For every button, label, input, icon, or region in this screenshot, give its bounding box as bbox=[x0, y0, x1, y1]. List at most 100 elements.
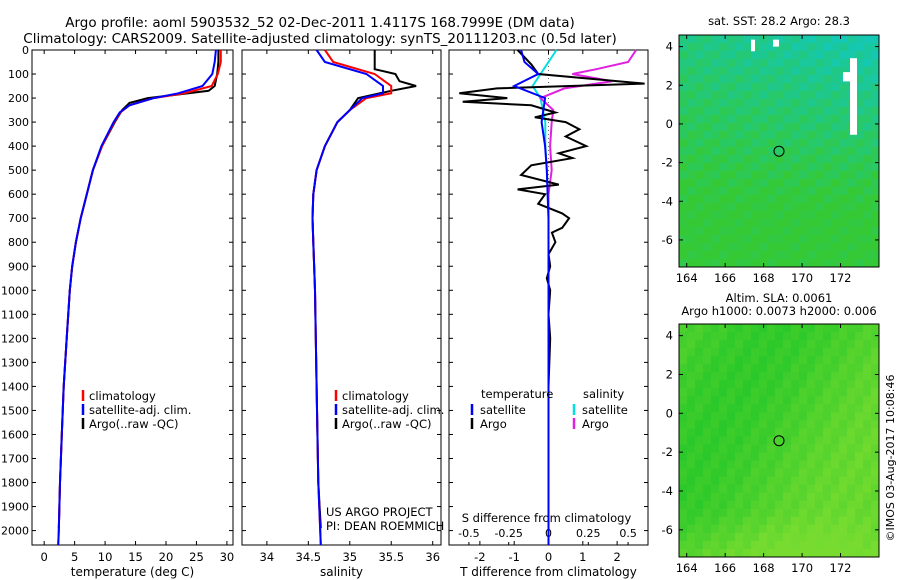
map-cell bbox=[711, 243, 720, 252]
map-cell bbox=[799, 195, 808, 204]
map-cell bbox=[679, 388, 688, 397]
map-cell bbox=[823, 524, 832, 534]
map-cell bbox=[799, 179, 808, 188]
map-cell bbox=[791, 348, 800, 357]
map-cell bbox=[719, 35, 728, 44]
map-cell bbox=[855, 540, 864, 550]
map-cell bbox=[687, 420, 696, 429]
map-cell bbox=[799, 211, 808, 220]
map-cell bbox=[807, 436, 816, 445]
cloud-gap bbox=[850, 58, 857, 135]
map-cell bbox=[823, 396, 832, 405]
map-cell bbox=[679, 251, 688, 260]
map-cell bbox=[775, 203, 784, 212]
map-cell bbox=[711, 187, 720, 196]
map-cell bbox=[703, 420, 712, 429]
map-cell bbox=[719, 460, 728, 470]
map-cell bbox=[823, 412, 832, 421]
map-cell bbox=[719, 171, 728, 180]
map-cell bbox=[783, 452, 792, 461]
map-cell bbox=[823, 452, 832, 461]
map-cell bbox=[783, 324, 792, 333]
map-cell bbox=[703, 139, 712, 148]
map-cell bbox=[855, 227, 864, 236]
map-cell bbox=[767, 75, 776, 84]
series-s-satellite bbox=[531, 49, 558, 545]
map-cell bbox=[703, 235, 712, 244]
map-cell bbox=[735, 452, 744, 461]
map-cell bbox=[775, 436, 784, 445]
map-cell bbox=[847, 404, 856, 413]
map-cell bbox=[847, 147, 856, 156]
map-cell bbox=[799, 147, 808, 156]
map-cell bbox=[711, 59, 720, 68]
map-cell bbox=[775, 348, 784, 357]
map-cell bbox=[871, 83, 880, 92]
map-cell bbox=[863, 227, 872, 236]
map-cell bbox=[783, 508, 792, 518]
map-cell bbox=[687, 548, 696, 558]
map-cell bbox=[863, 91, 872, 100]
map-cell bbox=[815, 139, 824, 148]
legend-label: satellite-adj. clim. bbox=[342, 403, 444, 417]
map-cell bbox=[823, 115, 832, 124]
map-cell bbox=[727, 524, 736, 534]
map-cell bbox=[711, 428, 720, 437]
map-cell bbox=[767, 43, 776, 52]
map-cell bbox=[687, 107, 696, 116]
map-cell bbox=[791, 404, 800, 413]
map-cell bbox=[791, 388, 800, 397]
map-title: sat. SST: 28.2 Argo: 28.3 bbox=[708, 14, 850, 28]
map-cell bbox=[839, 524, 848, 534]
map-cell bbox=[735, 428, 744, 437]
map-cell bbox=[831, 99, 840, 108]
map-cell bbox=[759, 364, 768, 373]
map-cell bbox=[751, 83, 760, 92]
map-cell bbox=[871, 436, 880, 445]
map-cell bbox=[759, 476, 768, 486]
series-argo bbox=[57, 50, 220, 529]
map-cell bbox=[823, 340, 832, 349]
map-cell bbox=[823, 388, 832, 397]
x-tick-label: 172 bbox=[830, 271, 852, 285]
map-cell bbox=[703, 219, 712, 228]
map-cell bbox=[831, 107, 840, 116]
map-cell bbox=[839, 356, 848, 365]
map-cell bbox=[703, 492, 712, 502]
map-cell bbox=[711, 380, 720, 389]
map-cell bbox=[855, 532, 864, 542]
map-cell bbox=[767, 35, 776, 44]
map-cell bbox=[871, 155, 880, 164]
map-cell bbox=[703, 203, 712, 212]
x-tick-label: 0 bbox=[41, 550, 48, 564]
map-cell bbox=[839, 388, 848, 397]
map-cell bbox=[727, 51, 736, 60]
map-cell bbox=[871, 75, 880, 84]
map-cell bbox=[679, 492, 688, 502]
map-cell bbox=[775, 540, 784, 550]
map-cell bbox=[791, 436, 800, 445]
map-cell bbox=[783, 91, 792, 100]
map-cell bbox=[687, 356, 696, 365]
map-cell bbox=[695, 43, 704, 52]
map-cell bbox=[799, 540, 808, 550]
map-cell bbox=[783, 380, 792, 389]
map-cell bbox=[807, 404, 816, 413]
map-cell bbox=[855, 219, 864, 228]
map-cell bbox=[839, 219, 848, 228]
map-cell bbox=[791, 468, 800, 478]
map-cell bbox=[871, 219, 880, 228]
map-cell bbox=[751, 428, 760, 437]
map-cell bbox=[863, 235, 872, 244]
map-cell bbox=[703, 131, 712, 140]
map-cell bbox=[719, 251, 728, 260]
map-cell bbox=[831, 35, 840, 44]
map-cell bbox=[743, 476, 752, 486]
map-cell bbox=[687, 508, 696, 518]
map-cell bbox=[855, 211, 864, 220]
map-cell bbox=[719, 540, 728, 550]
map-cell bbox=[711, 35, 720, 44]
map-cell bbox=[727, 59, 736, 68]
map-cell bbox=[855, 324, 864, 333]
map-cell bbox=[727, 139, 736, 148]
